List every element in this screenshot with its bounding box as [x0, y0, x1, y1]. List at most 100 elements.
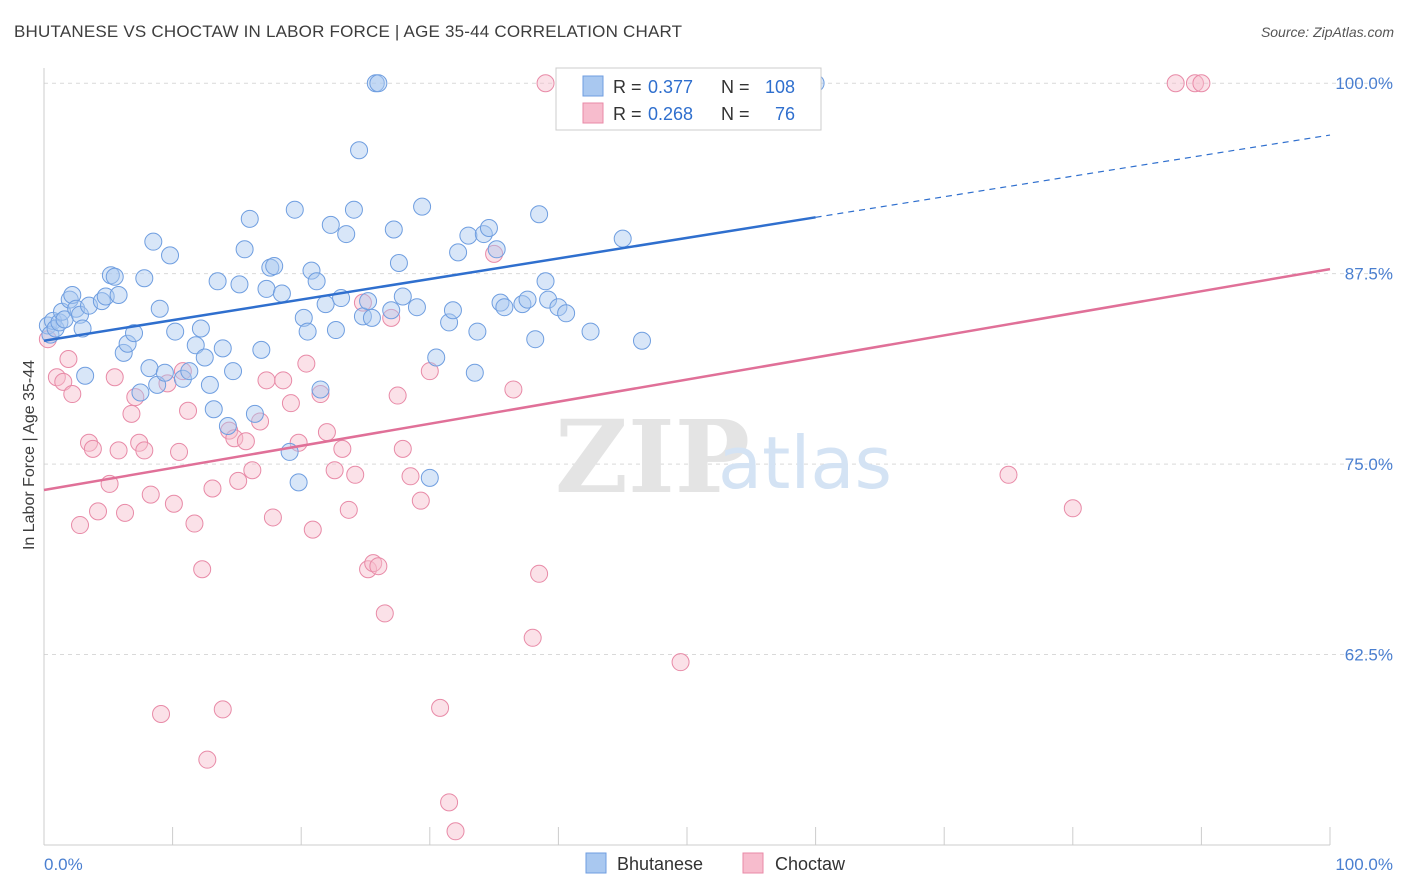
- bhutanese-point: [449, 243, 468, 262]
- x-tick-max: 100.0%: [1335, 855, 1393, 874]
- choctaw-point: [109, 441, 128, 460]
- bhutanese-point: [118, 334, 137, 353]
- choctaw-point: [274, 371, 293, 390]
- bhutanese-point: [289, 473, 308, 492]
- bhutanese-point: [173, 369, 192, 388]
- bhutanese-point: [71, 305, 90, 324]
- choctaw-point: [1192, 74, 1211, 93]
- choctaw-point: [63, 385, 82, 404]
- bhutanese-point: [487, 240, 506, 259]
- choctaw-point: [105, 368, 124, 387]
- bhutanese-point: [114, 343, 133, 362]
- choctaw-point: [504, 380, 523, 399]
- choctaw-point: [185, 514, 204, 533]
- bottom-legend-choctaw: Choctaw: [775, 854, 846, 874]
- choctaw-point: [325, 461, 344, 480]
- choctaw-point: [47, 368, 66, 387]
- choctaw-point: [203, 479, 222, 498]
- bhutanese-point: [613, 229, 632, 248]
- bhutanese-point: [96, 287, 115, 306]
- bhutanese-point: [557, 304, 576, 323]
- legend-n-bhutanese: 108: [765, 77, 795, 97]
- choctaw-point: [1185, 74, 1204, 93]
- choctaw-point: [333, 439, 352, 458]
- choctaw-point: [141, 485, 160, 504]
- bhutanese-trend-extension: [815, 134, 1331, 218]
- bhutanese-point: [155, 363, 174, 382]
- legend-r-bhutanese: 0.377: [648, 77, 693, 97]
- choctaw-point: [89, 502, 108, 521]
- bhutanese-point: [213, 339, 232, 358]
- bhutanese-point: [581, 322, 600, 341]
- legend-r-choctaw: 0.268: [648, 104, 693, 124]
- choctaw-point: [388, 386, 407, 405]
- source-label: Source: ZipAtlas.com: [1260, 24, 1394, 40]
- bhutanese-point: [50, 313, 69, 332]
- bhutanese-point: [526, 330, 545, 349]
- y-tick-label: 100.0%: [1335, 74, 1393, 93]
- bhutanese-points: [38, 74, 825, 492]
- bhutanese-point: [191, 319, 210, 338]
- choctaw-point: [339, 500, 358, 519]
- bhutanese-point: [235, 240, 254, 259]
- bhutanese-point: [369, 74, 388, 93]
- bhutanese-point: [125, 324, 144, 343]
- bhutanese-point: [109, 286, 128, 305]
- x-tick-min: 0.0%: [44, 855, 83, 874]
- bhutanese-point: [285, 200, 304, 219]
- choctaw-trend-line: [43, 267, 1331, 492]
- bhutanese-point: [161, 246, 180, 265]
- y-tick-label: 62.5%: [1345, 646, 1393, 665]
- bhutanese-point: [240, 209, 259, 228]
- bhutanese-point: [479, 218, 498, 237]
- bhutanese-point: [166, 322, 185, 341]
- bhutanese-point: [518, 290, 537, 309]
- choctaw-point: [393, 439, 412, 458]
- bhutanese-point: [539, 290, 558, 309]
- choctaw-points: [38, 74, 1211, 841]
- choctaw-point: [122, 404, 141, 423]
- choctaw-point: [346, 465, 365, 484]
- choctaw-point: [263, 508, 282, 527]
- bhutanese-point: [413, 197, 432, 216]
- bhutanese-point: [420, 468, 439, 487]
- bhutanese-point: [195, 348, 214, 367]
- choctaw-point: [59, 349, 78, 368]
- choctaw-point: [164, 494, 183, 513]
- choctaw-point: [297, 354, 316, 373]
- legend-swatch-bhutanese: [582, 75, 604, 97]
- bhutanese-point: [204, 400, 223, 419]
- choctaw-point: [359, 560, 378, 579]
- choctaw-point: [1166, 74, 1185, 93]
- choctaw-point: [523, 628, 542, 647]
- y-tick-labels: 62.5% 75.0% 87.5% 100.0%: [1335, 74, 1393, 664]
- bhutanese-point: [393, 287, 412, 306]
- watermark-atlas: atlas: [718, 421, 892, 505]
- bhutanese-point: [311, 380, 330, 399]
- y-tick-label: 75.0%: [1345, 455, 1393, 474]
- choctaw-point: [116, 503, 135, 522]
- choctaw-point: [311, 385, 330, 404]
- choctaw-point: [530, 564, 549, 583]
- bhutanese-point: [427, 348, 446, 367]
- bhutanese-point: [536, 272, 555, 291]
- bhutanese-point: [632, 331, 651, 350]
- choctaw-point: [213, 700, 232, 719]
- choctaw-point: [179, 401, 198, 420]
- choctaw-point: [671, 653, 690, 672]
- bhutanese-point: [135, 269, 154, 288]
- bhutanese-point: [298, 322, 317, 341]
- bhutanese-point: [443, 301, 462, 320]
- bhutanese-point: [350, 141, 369, 160]
- bhutanese-point: [294, 308, 313, 327]
- legend-n-choctaw: 76: [775, 104, 795, 124]
- legend-swatch-choctaw: [582, 102, 604, 124]
- bhutanese-point: [465, 363, 484, 382]
- axes: [43, 68, 1331, 846]
- bhutanese-trend-line: [43, 216, 816, 342]
- bottom-legend-swatch-bhutanese: [585, 852, 607, 874]
- choctaw-point: [281, 394, 300, 413]
- bhutanese-point: [495, 298, 514, 317]
- bhutanese-point: [76, 366, 95, 385]
